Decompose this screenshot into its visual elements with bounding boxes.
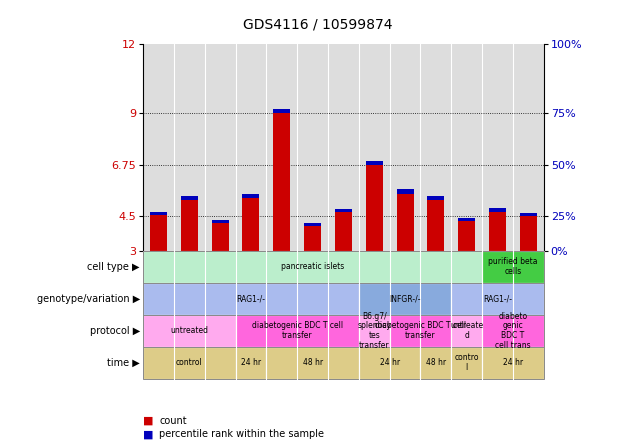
Bar [397, 190, 413, 194]
Bar [520, 213, 537, 217]
Text: protocol ▶: protocol ▶ [90, 326, 140, 336]
Bar [297, 44, 328, 251]
Bar [335, 212, 352, 251]
Text: control: control [176, 358, 203, 367]
Bar [205, 44, 235, 251]
Text: ■: ■ [143, 416, 154, 426]
Bar [174, 44, 205, 251]
Bar [459, 218, 475, 221]
Bar [150, 215, 167, 251]
Bar [212, 223, 228, 251]
Text: genotype/variation ▶: genotype/variation ▶ [37, 294, 140, 304]
Text: diabeto
genic
BDC T
cell trans: diabeto genic BDC T cell trans [495, 312, 531, 350]
Text: cell type ▶: cell type ▶ [87, 262, 140, 272]
Bar [366, 165, 383, 251]
Text: RAG1-/-: RAG1-/- [483, 294, 512, 303]
Text: 48 hr: 48 hr [426, 358, 446, 367]
Bar [366, 161, 383, 165]
Bar [328, 44, 359, 251]
Bar [427, 200, 445, 251]
Bar [181, 196, 198, 200]
Bar [150, 212, 167, 215]
Bar [181, 200, 198, 251]
Text: percentile rank within the sample: percentile rank within the sample [159, 429, 324, 439]
Text: B6.g7/
splenocy
tes
transfer: B6.g7/ splenocy tes transfer [357, 312, 391, 350]
Text: INFGR-/-: INFGR-/- [389, 294, 421, 303]
Bar [489, 212, 506, 251]
Bar [397, 194, 413, 251]
Bar [335, 209, 352, 212]
Bar [273, 109, 290, 113]
Bar [359, 44, 390, 251]
Bar [520, 217, 537, 251]
Bar [143, 44, 174, 251]
Text: count: count [159, 416, 186, 426]
Bar [420, 44, 452, 251]
Bar [452, 44, 482, 251]
Bar [513, 44, 544, 251]
Text: 24 hr: 24 hr [241, 358, 261, 367]
Text: diabetogenic BDC T cell
transfer: diabetogenic BDC T cell transfer [375, 321, 466, 340]
Text: untreated: untreated [170, 326, 209, 335]
Text: contro
l: contro l [455, 353, 479, 372]
Bar [235, 44, 266, 251]
Bar [242, 198, 259, 251]
Text: 48 hr: 48 hr [303, 358, 322, 367]
Bar [489, 208, 506, 212]
Bar [427, 196, 445, 200]
Text: 24 hr: 24 hr [503, 358, 523, 367]
Bar [304, 226, 321, 251]
Text: pancreatic islets: pancreatic islets [281, 262, 344, 271]
Text: time ▶: time ▶ [107, 358, 140, 368]
Text: untreate
d: untreate d [450, 321, 483, 340]
Bar [212, 220, 228, 223]
Text: RAG1-/-: RAG1-/- [237, 294, 265, 303]
Bar [273, 113, 290, 251]
Text: GDS4116 / 10599874: GDS4116 / 10599874 [243, 18, 393, 32]
Bar [390, 44, 420, 251]
Text: ■: ■ [143, 429, 154, 439]
Bar [242, 194, 259, 198]
Bar [266, 44, 297, 251]
Bar [304, 222, 321, 226]
Text: purified beta
cells: purified beta cells [488, 258, 537, 276]
Bar [482, 44, 513, 251]
Text: diabetogenic BDC T cell
transfer: diabetogenic BDC T cell transfer [252, 321, 343, 340]
Bar [459, 221, 475, 251]
Text: 24 hr: 24 hr [380, 358, 400, 367]
